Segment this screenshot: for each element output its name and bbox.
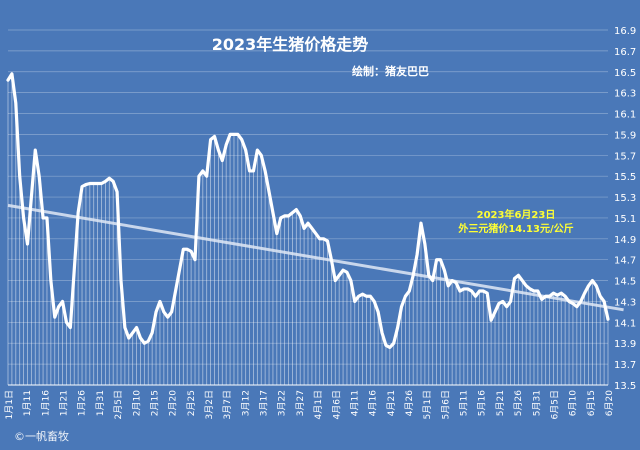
x-tick-label: 4月21	[386, 390, 397, 416]
x-tick-label: 5月21	[495, 390, 506, 416]
x-tick-label: 5月31	[531, 390, 542, 416]
x-tick-label: 4月26	[404, 390, 415, 416]
series-layer	[6, 72, 624, 385]
x-axis-ticks: 1月1日 1月11 1月16 1月21 1月26 1月31 2月5日 2月10 2月15 2月20…	[4, 390, 615, 420]
x-tick-label: 4月11	[349, 390, 360, 416]
x-tick-label: 6月5日	[549, 390, 560, 419]
x-tick-label: 1月21	[59, 390, 70, 416]
y-axis-ticks: 16.9 16.7 16.5 16.3 16.1 15.9 15.7 15.5 15.3 15.1…	[614, 26, 636, 392]
y-tick-label: 13.7	[614, 360, 636, 371]
x-tick-label: 5月26	[513, 390, 524, 416]
x-tick-label: 4月1日	[313, 390, 324, 419]
y-tick-label: 16.1	[614, 110, 636, 121]
x-tick-label: 2月25	[186, 390, 197, 416]
chart-subtitle: 绘制：猪友巴巴	[352, 64, 429, 78]
y-tick-label: 13.5	[614, 381, 636, 392]
x-tick-label: 5月1日	[422, 390, 433, 419]
x-tick-label: 1月31	[95, 390, 106, 416]
annotation-date: 2023年6月23日	[477, 208, 556, 221]
annotation-price: 外三元猪价14.13元/公斤	[457, 222, 573, 235]
y-tick-label: 15.3	[614, 193, 636, 204]
x-tick-label: 1月26	[77, 390, 88, 416]
x-tick-label: 1月1日	[4, 390, 15, 419]
x-tick-label: 2月15	[149, 390, 160, 416]
y-tick-label: 14.5	[614, 277, 636, 288]
y-tick-label: 14.7	[614, 256, 636, 267]
x-tick-label: 3月7日	[222, 390, 233, 419]
x-tick-label: 6月10	[568, 390, 579, 416]
x-tick-label: 6月20	[604, 390, 615, 416]
y-tick-label: 15.1	[614, 214, 636, 225]
x-tick-label: 4月16	[368, 390, 379, 416]
watermark: ©一帆畜牧	[14, 429, 69, 443]
y-tick-label: 15.9	[614, 130, 636, 141]
trend-line	[7, 203, 624, 312]
x-tick-label: 3月17	[259, 390, 270, 416]
x-tick-label: 5月16	[477, 390, 488, 416]
y-tick-label: 16.3	[614, 89, 636, 100]
chart-title: 2023年生猪价格走势	[212, 35, 369, 54]
y-tick-label: 14.9	[614, 235, 636, 246]
x-tick-label: 5月6日	[440, 390, 451, 419]
y-tick-label: 14.3	[614, 297, 636, 308]
x-tick-label: 6月15	[586, 390, 597, 416]
x-tick-label: 2月5日	[113, 390, 124, 419]
y-tick-label: 14.1	[614, 318, 636, 329]
y-tick-label: 15.5	[614, 172, 636, 183]
x-tick-label: 1月16	[40, 390, 51, 416]
x-tick-label: 2月20	[168, 390, 179, 416]
x-tick-label: 1月11	[22, 390, 33, 416]
x-tick-label: 3月27	[295, 390, 306, 416]
x-tick-label: 3月2日	[204, 390, 215, 419]
x-tick-label: 3月12	[240, 390, 251, 416]
x-tick-label: 3月22	[277, 390, 288, 416]
y-tick-label: 16.9	[614, 26, 636, 37]
y-tick-label: 13.9	[614, 339, 636, 350]
y-tick-label: 16.7	[614, 47, 636, 58]
x-tick-label: 2月10	[131, 390, 142, 416]
price-series-line	[6, 72, 610, 350]
y-tick-label: 16.5	[614, 68, 636, 79]
x-tick-label: 4月6日	[331, 390, 342, 419]
x-tick-label: 5月11	[459, 390, 470, 416]
y-tick-label: 15.7	[614, 151, 636, 162]
